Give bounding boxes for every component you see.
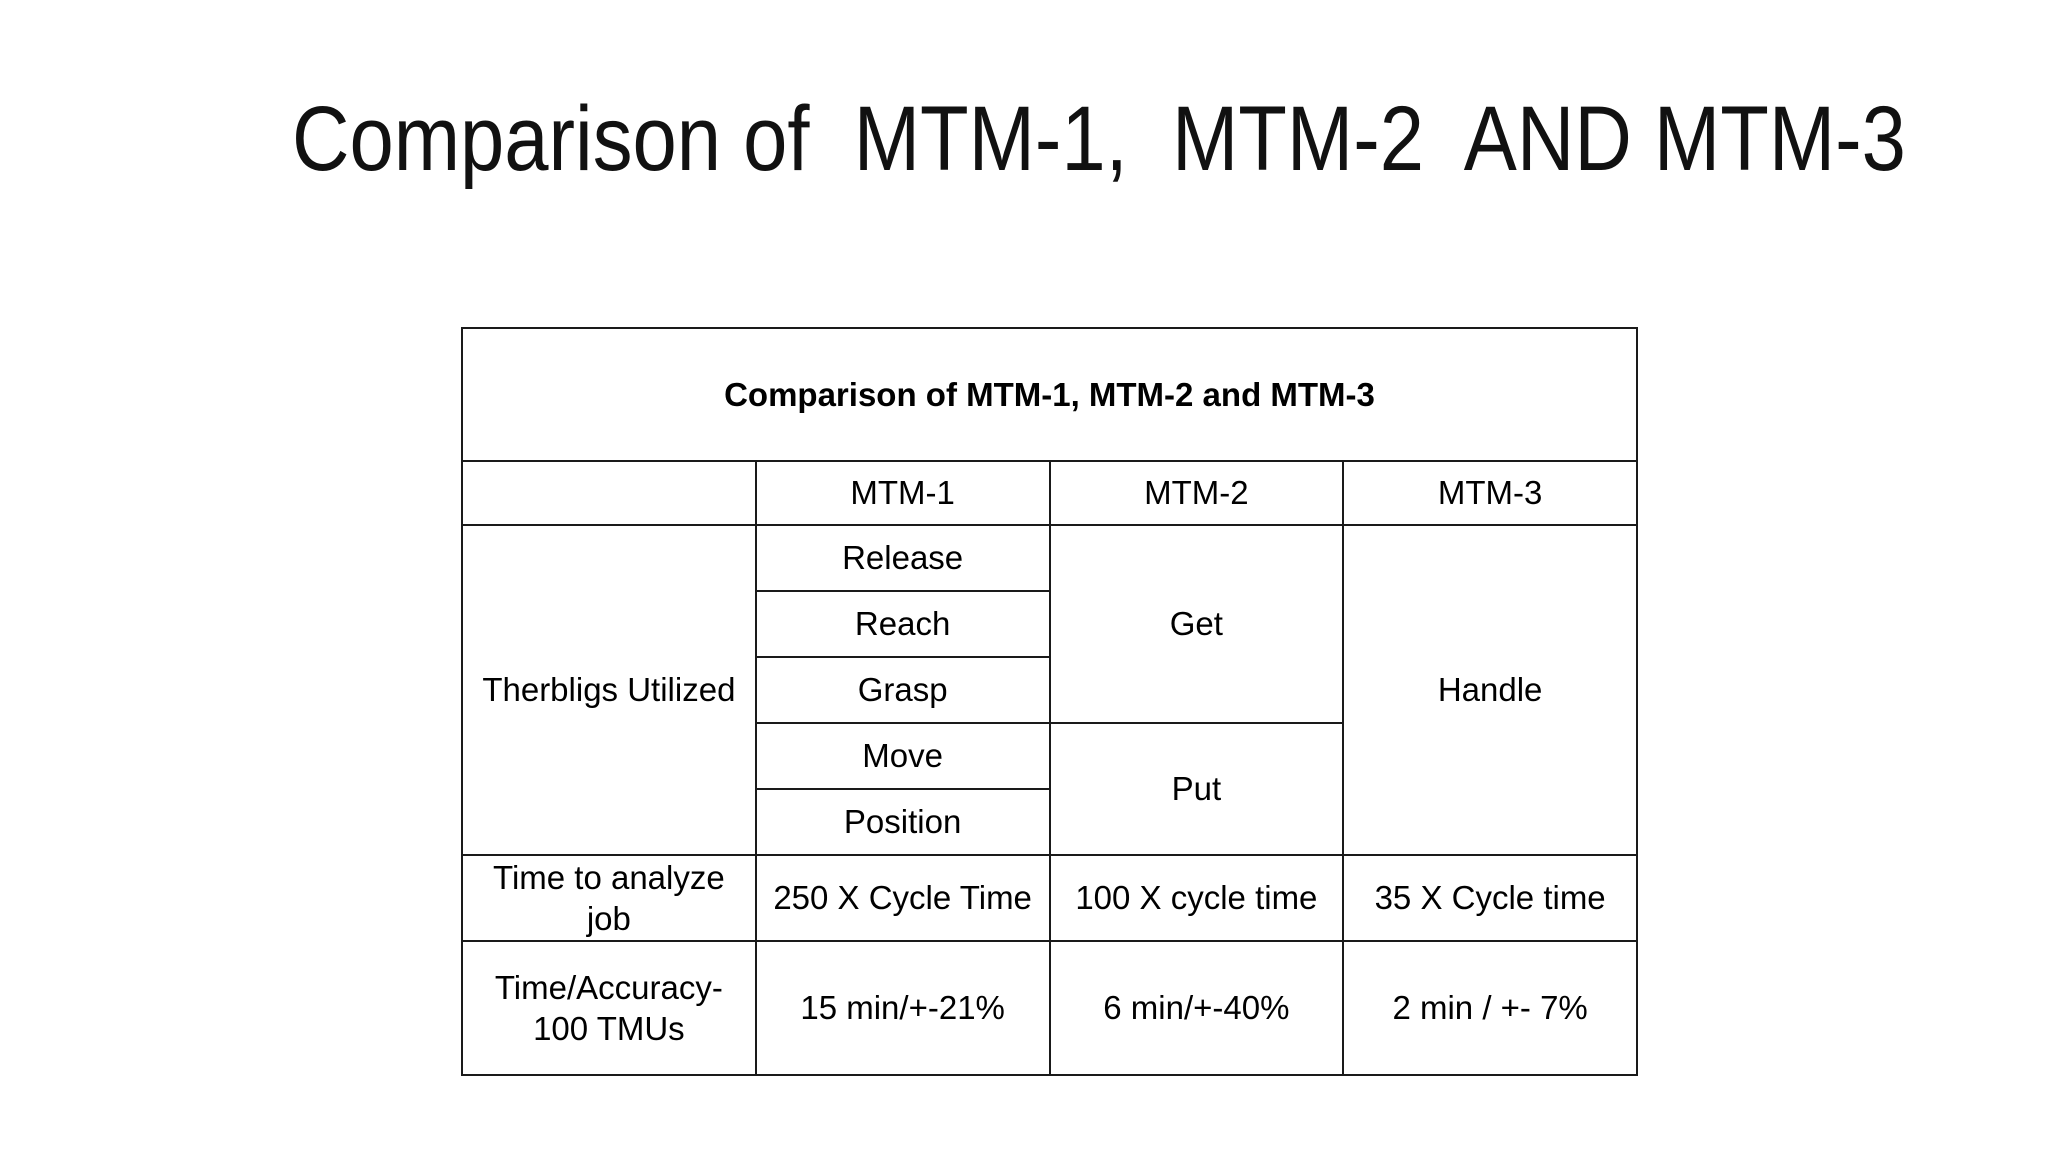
cell-therblig-move: Move <box>754 722 1051 790</box>
table-caption: Comparison of MTM-1, MTM-2 and MTM-3 <box>461 327 1638 462</box>
cell-analyze-mtm3: 35 X Cycle time <box>1342 854 1638 942</box>
table-row-time-accuracy: Time/Accuracy- 100 TMUs 15 min/+-21% 6 m… <box>461 940 1638 1076</box>
table-row-release: Therbligs Utilized Release Get Handle <box>461 524 1638 856</box>
cell-therblig-position: Position <box>754 788 1051 856</box>
table-caption-row: Comparison of MTM-1, MTM-2 and MTM-3 <box>461 327 1638 462</box>
col-header-mtm1: MTM-1 <box>754 460 1051 526</box>
cell-handle: Handle <box>1342 524 1638 856</box>
therbligs-row-label: Therbligs Utilized <box>461 524 757 856</box>
col-header-mtm3: MTM-3 <box>1342 460 1638 526</box>
cell-accuracy-mtm1: 15 min/+-21% <box>754 940 1051 1076</box>
cell-put: Put <box>1048 722 1345 856</box>
cell-analyze-mtm1: 250 X Cycle Time <box>754 854 1051 942</box>
row-label-time-accuracy: Time/Accuracy- 100 TMUs <box>461 940 757 1076</box>
cell-get: Get <box>1048 524 1345 724</box>
table-header-row: MTM-1 MTM-2 MTM-3 <box>461 460 1638 526</box>
table-row-reach: Reach <box>462 590 1637 658</box>
cell-therblig-reach: Reach <box>754 590 1051 658</box>
cell-therblig-release: Release <box>754 524 1051 592</box>
table-row-grasp: Grasp <box>462 656 1637 724</box>
table-row-move: Move Put <box>462 722 1637 856</box>
comparison-table: Comparison of MTM-1, MTM-2 and MTM-3 MTM… <box>461 327 1638 1076</box>
col-header-empty <box>461 460 757 526</box>
table-row-position: Position <box>462 788 1637 856</box>
cell-accuracy-mtm3: 2 min / +- 7% <box>1342 940 1638 1076</box>
cell-accuracy-mtm2: 6 min/+-40% <box>1048 940 1345 1076</box>
row-label-time-to-analyze: Time to analyze job <box>461 854 757 942</box>
cell-therblig-grasp: Grasp <box>754 656 1051 724</box>
col-header-mtm2: MTM-2 <box>1048 460 1345 526</box>
cell-analyze-mtm2: 100 X cycle time <box>1048 854 1345 942</box>
table-row-time-to-analyze: Time to analyze job 250 X Cycle Time 100… <box>461 854 1638 942</box>
slide-title: Comparison of MTM-1, MTM-2 AND MTM-3 <box>292 88 1906 190</box>
